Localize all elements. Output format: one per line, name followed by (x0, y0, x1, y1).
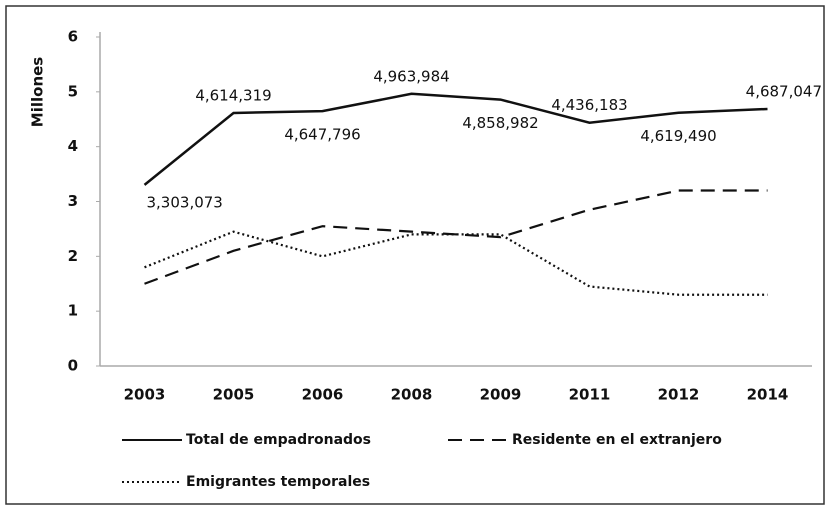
data-label: 4,436,183 (551, 96, 627, 114)
x-tick-label: 2008 (391, 386, 433, 404)
series-line (144, 189, 768, 285)
x-tick-label: 2005 (213, 386, 255, 404)
data-label: 4,963,984 (373, 67, 449, 85)
y-tick-label: 2 (68, 247, 78, 265)
x-tick-label: 2009 (480, 386, 522, 404)
x-tick-label: 2012 (658, 386, 700, 404)
x-tick-label: 2006 (302, 386, 344, 404)
y-axis-label: Millones (29, 57, 47, 128)
y-tick-label: 6 (68, 28, 78, 46)
chart-border (5, 5, 825, 505)
series-line (144, 230, 768, 296)
x-tick-label: 2014 (747, 386, 789, 404)
legend-label: Total de empadronados (186, 432, 371, 448)
legend-label: Emigrantes temporales (186, 474, 370, 490)
y-tick-label: 0 (68, 357, 78, 375)
x-tick-label: 2003 (124, 386, 166, 404)
y-tick-label: 5 (68, 82, 78, 100)
x-tick-label: 2011 (569, 386, 611, 404)
y-tick-label: 4 (68, 137, 78, 155)
data-label: 4,858,982 (462, 114, 538, 132)
y-tick-label: 1 (68, 302, 78, 320)
legend-label: Residente en el extranjero (512, 432, 722, 448)
data-label: 4,687,047 (746, 82, 822, 100)
data-label: 4,619,490 (640, 127, 716, 145)
series-line (143, 92, 768, 186)
y-tick-label: 3 (68, 192, 78, 210)
data-label: 4,614,319 (195, 86, 271, 104)
data-label: 4,647,796 (284, 126, 360, 144)
data-label: 3,303,073 (147, 193, 223, 211)
